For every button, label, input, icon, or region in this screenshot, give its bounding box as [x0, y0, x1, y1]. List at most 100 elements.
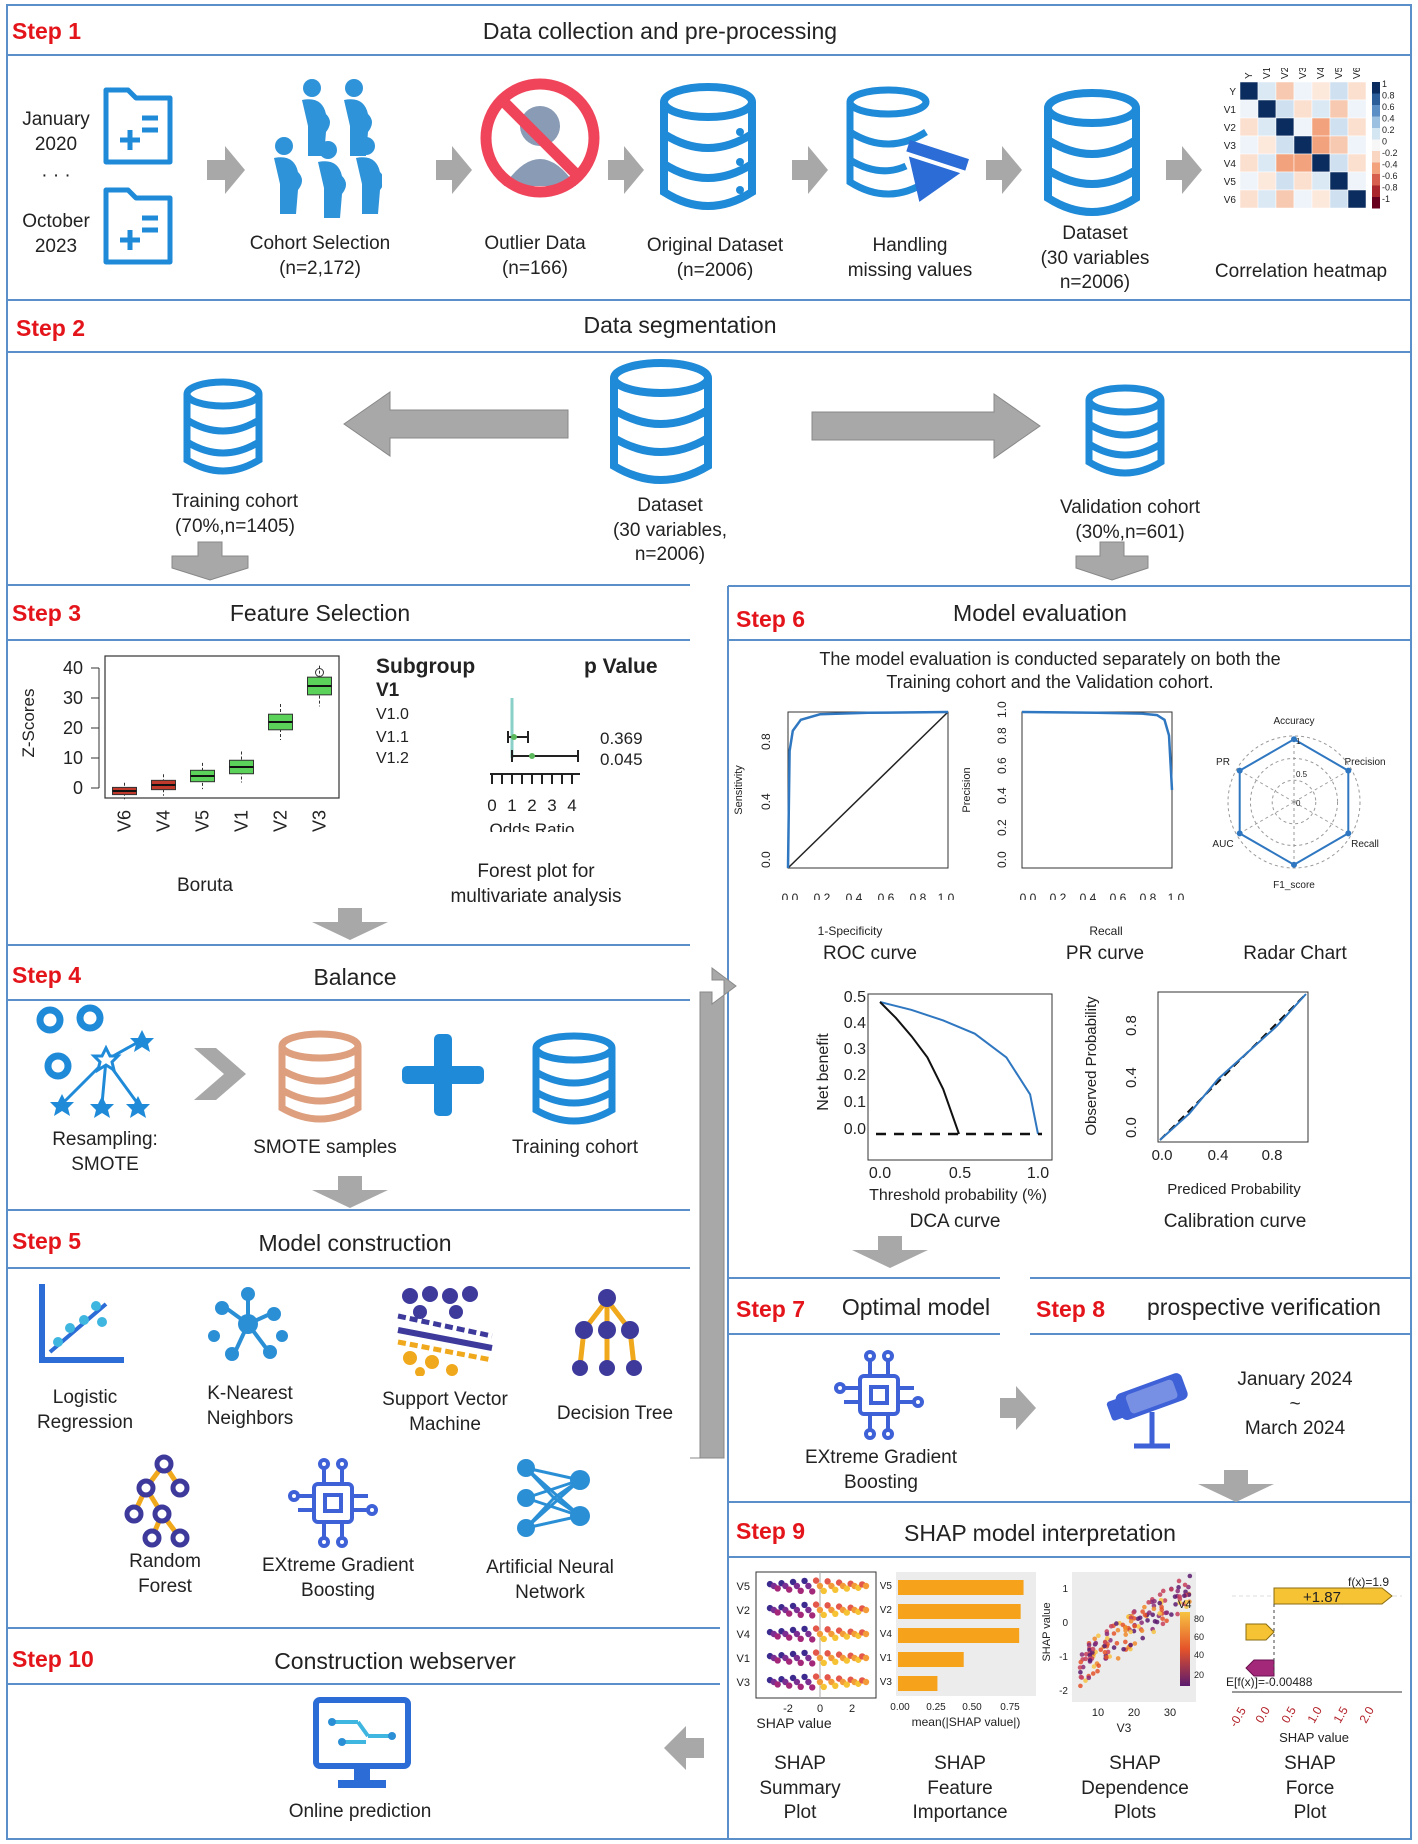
svg-text:2.0: 2.0: [1356, 1704, 1377, 1726]
shap-dep-point: [1160, 1588, 1166, 1594]
svg-text:1.5: 1.5: [1330, 1704, 1351, 1726]
shap-dep-point: [1136, 1624, 1141, 1629]
step2-arrows: [171, 391, 1149, 581]
shap-dep-point: [1077, 1665, 1083, 1670]
svg-text:0.00: 0.00: [890, 1702, 910, 1713]
xgboost-chip-icon: [288, 1458, 378, 1548]
heat-col-label: V2: [1280, 68, 1291, 79]
shap-sum-dot: [862, 1630, 870, 1638]
database-icon: [660, 83, 756, 210]
heat-col-label: V1: [1262, 68, 1273, 79]
svg-text:0.8: 0.8: [1262, 1147, 1283, 1164]
shap-dep-point: [1123, 1632, 1129, 1637]
shap-sum-dot: [786, 1586, 793, 1593]
shap-sum-dot: [801, 1625, 808, 1633]
shap-sum-dot: [786, 1682, 793, 1689]
shap-dep-point: [1114, 1640, 1120, 1646]
model-6-label: Artificial Neural Network: [486, 1557, 614, 1603]
shap-sum-dot: [843, 1657, 850, 1664]
heat-scale-label: 0.6: [1382, 102, 1395, 112]
step8-arrow: [1198, 1470, 1274, 1502]
shap-dep-point: [1090, 1671, 1096, 1676]
shap-dep-point: [1132, 1641, 1138, 1646]
shap-sum-dot: [801, 1577, 808, 1585]
shap-dep-point: [1150, 1612, 1156, 1618]
shap-sum-dot: [843, 1681, 850, 1688]
shap-sum-dot: [862, 1582, 870, 1590]
shap-sum-dot: [812, 1577, 820, 1584]
heat-col-label: V6: [1352, 68, 1363, 79]
shap-dep-point: [1162, 1598, 1168, 1603]
boruta-xtick: V1: [232, 810, 252, 832]
dataset-icon: [1044, 89, 1140, 216]
handling-missing-icon: [846, 86, 969, 202]
roc-xlabel: 1-Specificity: [817, 924, 883, 938]
dca-xlabel: Threshold probability (%): [869, 1187, 1047, 1204]
shap-force-label: SHAP Force Plot: [1284, 1753, 1336, 1824]
heat-row-label: Y: [1229, 87, 1236, 98]
boruta-frame: [104, 655, 340, 799]
shap-sum-dot: [812, 1649, 820, 1656]
pr-chart: 0.0 0.2 0.4 0.6 0.8 1.0 0.0 0.2 0.4 0.6 0.8 1…: [962, 701, 1185, 900]
shap-sum-dot: [786, 1634, 793, 1641]
shap-force-chart: +1.87 f(x)=1.9 E[f(x)]=-0.00488 -0.5 0.0…: [1226, 1575, 1402, 1745]
shap-dep-point: [1140, 1609, 1145, 1614]
heat-scale-label: -0.6: [1382, 171, 1398, 181]
shap-dep-point: [1102, 1643, 1107, 1649]
heat-col-label: Y: [1244, 72, 1255, 79]
shap-dep-point: [1079, 1652, 1085, 1657]
radar-title: Radar Chart: [1243, 943, 1347, 964]
cohort-selection-label: Cohort Selection (n=2,172): [249, 233, 391, 279]
subgroup-header: Subgroup: [376, 655, 475, 678]
heat-scale-cell: [1372, 82, 1380, 94]
shap-dep-point: [1078, 1669, 1083, 1675]
logistic-regression-icon: [39, 1284, 124, 1363]
svg-text:0.8: 0.8: [759, 733, 773, 750]
heat-scale-label: -0.8: [1382, 183, 1398, 193]
pr-xlabel: Recall: [1089, 924, 1123, 938]
training-cohort-label: Training cohort (70%,n=1405): [171, 491, 299, 537]
step8-title: prospective verification: [1147, 1294, 1381, 1320]
or-tick-1: 1: [507, 796, 516, 815]
shap-sum-dot: [789, 1674, 797, 1682]
shap-dep-point: [1139, 1620, 1144, 1625]
shap-dep-point: [1163, 1610, 1169, 1616]
balance-training-label: Training cohort: [511, 1137, 639, 1158]
step2-label: Step 2: [16, 315, 86, 341]
step7-title: Optimal model: [841, 1294, 991, 1320]
heat-row-label: V5: [1224, 177, 1237, 188]
shap-dep-point: [1128, 1629, 1133, 1635]
shap-dep-point: [1152, 1598, 1157, 1604]
step3-title: Feature Selection: [229, 600, 411, 626]
shap-dep-point: [1104, 1631, 1110, 1637]
online-prediction-label: Online prediction: [288, 1801, 432, 1822]
shap-dep-point: [1123, 1639, 1128, 1645]
step1-label: Step 1: [12, 18, 82, 44]
shap-dep-point: [1183, 1589, 1188, 1595]
boruta-xtick: V3: [310, 810, 330, 832]
svg-text:0.2: 0.2: [814, 891, 831, 900]
svm-icon: [397, 1286, 493, 1376]
shap-sum-dot: [805, 1654, 812, 1662]
svg-text:0.4: 0.4: [844, 1015, 866, 1032]
heat-scale-label: -0.2: [1382, 148, 1398, 158]
svg-text:-2: -2: [1059, 1686, 1068, 1697]
shap-value-xlabel: SHAP value: [756, 1715, 831, 1731]
heat-scale-label: -1: [1382, 194, 1390, 204]
heat-scale-label: 0.4: [1382, 114, 1395, 124]
original-dataset-label: Original Dataset (n=2006): [646, 235, 784, 281]
connector-arrow: [690, 967, 737, 1459]
shap-dep-point: [1145, 1618, 1150, 1623]
heat-scale-cell: [1372, 197, 1380, 209]
shap-sum-dot: [793, 1606, 801, 1614]
svg-text:0.4: 0.4: [759, 793, 773, 810]
radar-polygon: [1238, 738, 1350, 866]
shap-sum-dot: [797, 1587, 804, 1595]
shap-imp-bar: [898, 1628, 1020, 1643]
shap-sum-var: V5: [737, 1581, 750, 1593]
svg-text:-0.5: -0.5: [1226, 1704, 1249, 1729]
roc-ylabel: Sensitivity: [733, 765, 745, 815]
boruta-xtick: V4: [154, 810, 174, 832]
segmentation-dataset-label: Dataset (30 variables, n=2006): [612, 495, 728, 566]
svg-text:-2: -2: [783, 1703, 793, 1715]
